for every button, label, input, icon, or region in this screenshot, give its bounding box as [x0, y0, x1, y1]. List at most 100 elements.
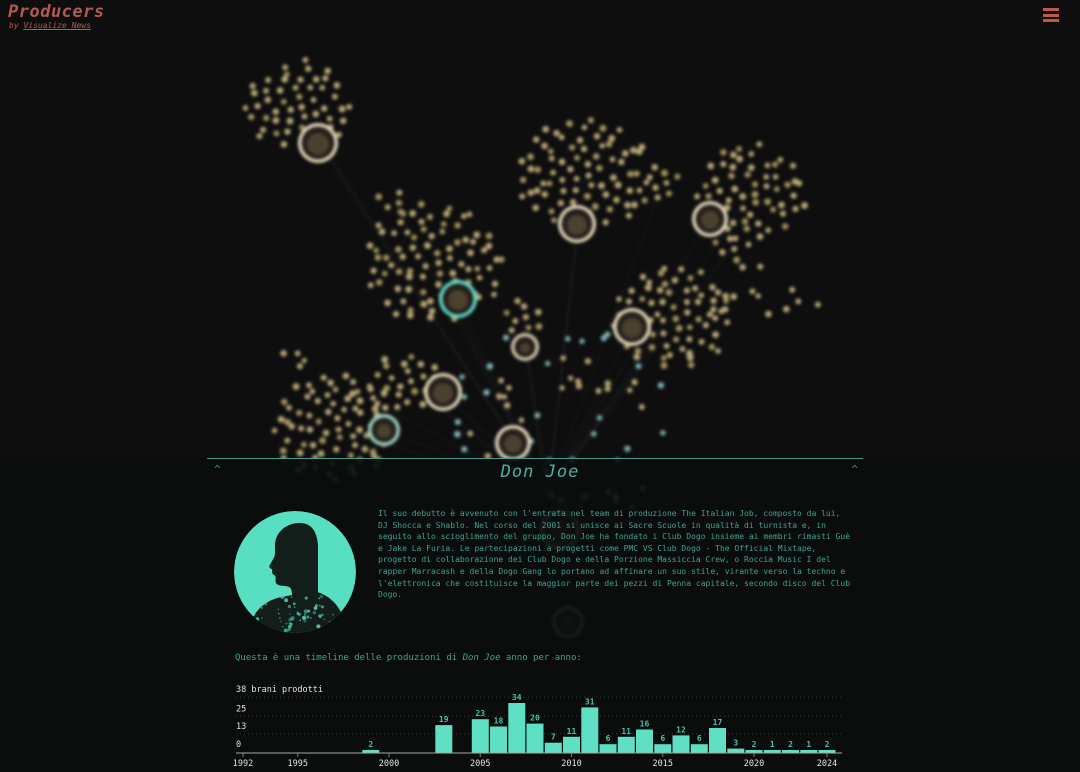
song-dot	[309, 441, 317, 449]
producer-name-inline: Don Joe	[462, 653, 501, 663]
song-dot	[579, 338, 585, 344]
song-dot	[287, 106, 294, 113]
song-dot	[428, 232, 435, 240]
bar-value-label: 11	[621, 727, 631, 736]
song-dot	[518, 157, 526, 165]
bar-2024[interactable]	[818, 750, 836, 753]
x-axis-tick-label: 2000	[379, 759, 399, 769]
song-dot	[292, 84, 299, 91]
song-dot	[545, 360, 551, 367]
song-dot	[661, 265, 668, 272]
song-dot	[670, 304, 677, 311]
song-dot	[260, 126, 267, 133]
song-dot	[276, 87, 284, 94]
song-dot	[600, 334, 607, 342]
song-dot	[356, 397, 364, 405]
song-dot	[404, 229, 411, 236]
song-dot	[485, 232, 493, 240]
song-dot	[491, 291, 497, 298]
song-dot	[801, 202, 808, 209]
bar-2006[interactable]	[490, 726, 507, 754]
bar-2011[interactable]	[581, 707, 599, 753]
song-dot	[305, 65, 312, 72]
bar-2014[interactable]	[636, 729, 653, 754]
song-dot	[730, 293, 738, 300]
bar-2018[interactable]	[709, 728, 726, 753]
song-dot	[461, 394, 468, 400]
bar-2023[interactable]	[800, 750, 818, 753]
song-dot	[747, 164, 755, 171]
timeline-intro: Questa è una timeline delle produzioni d…	[235, 653, 582, 663]
bar-2010[interactable]	[563, 736, 580, 753]
song-dot	[522, 314, 529, 321]
bar-2022[interactable]	[782, 750, 799, 753]
song-dot	[678, 266, 685, 273]
song-dot	[710, 306, 717, 313]
producer-node[interactable]	[495, 425, 531, 461]
producer-node[interactable]	[558, 205, 596, 243]
producer-node[interactable]	[511, 333, 539, 361]
bar-2015[interactable]	[654, 744, 672, 753]
bar-2008[interactable]	[526, 723, 544, 753]
song-dot	[422, 263, 429, 270]
producer-portrait-illustration	[234, 511, 356, 633]
song-dot	[404, 399, 411, 406]
song-dot	[534, 166, 542, 174]
song-dot	[392, 310, 400, 318]
bar-value-label: 1	[770, 740, 775, 749]
x-axis-tick-label: 2010	[561, 759, 581, 769]
song-dot	[283, 418, 291, 426]
scroll-up-caret-left[interactable]: ^	[214, 463, 221, 476]
song-dot	[560, 187, 567, 195]
y-axis-tick-label: 0	[236, 740, 241, 750]
bar-2013[interactable]	[617, 736, 635, 753]
bar-2007[interactable]	[508, 703, 526, 753]
bar-2003[interactable]	[435, 725, 453, 753]
scroll-up-caret-right[interactable]: ^	[851, 463, 858, 476]
song-dot	[635, 363, 642, 370]
song-dot	[306, 412, 313, 419]
producer-node[interactable]	[368, 414, 400, 446]
bar-2020[interactable]	[745, 750, 763, 753]
song-dot	[532, 204, 540, 212]
song-dot	[426, 297, 434, 305]
bar-1999[interactable]	[362, 750, 380, 753]
bar-value-label: 20	[530, 714, 540, 723]
menu-button[interactable]	[1043, 8, 1059, 22]
song-dot	[686, 354, 694, 362]
song-dot	[764, 162, 771, 169]
song-dot	[345, 421, 352, 427]
song-dot	[391, 230, 397, 236]
bar-2021[interactable]	[763, 750, 781, 753]
byline-link[interactable]: by Visualize News	[9, 21, 91, 30]
song-dot	[608, 134, 616, 142]
producer-node[interactable]	[692, 201, 728, 237]
bar-2005[interactable]	[471, 719, 489, 753]
bar-2019[interactable]	[727, 748, 745, 753]
song-dot	[371, 405, 379, 413]
song-dot	[695, 316, 702, 323]
bar-2009[interactable]	[544, 742, 562, 753]
song-dot	[356, 426, 363, 434]
producer-node[interactable]	[424, 373, 462, 411]
producer-node[interactable]	[298, 123, 338, 163]
song-dot	[772, 161, 779, 168]
bar-2016[interactable]	[672, 735, 690, 753]
producer-node[interactable]	[613, 308, 651, 346]
song-dot	[484, 452, 492, 460]
song-dot	[491, 280, 499, 288]
network-visualization[interactable]	[0, 0, 1080, 660]
producer-node[interactable]	[439, 280, 477, 318]
song-dot	[400, 210, 407, 217]
song-dot	[297, 76, 304, 83]
song-dot	[496, 393, 503, 400]
song-dot	[585, 172, 592, 179]
song-dot	[547, 148, 554, 155]
bar-2012[interactable]	[599, 744, 617, 753]
song-dot	[654, 194, 661, 201]
bar-value-label: 34	[512, 693, 522, 702]
song-dot	[341, 406, 347, 413]
y-axis-tick-label: 38 brani prodotti	[236, 685, 323, 695]
bar-2017[interactable]	[690, 744, 708, 753]
song-dot	[480, 247, 488, 254]
